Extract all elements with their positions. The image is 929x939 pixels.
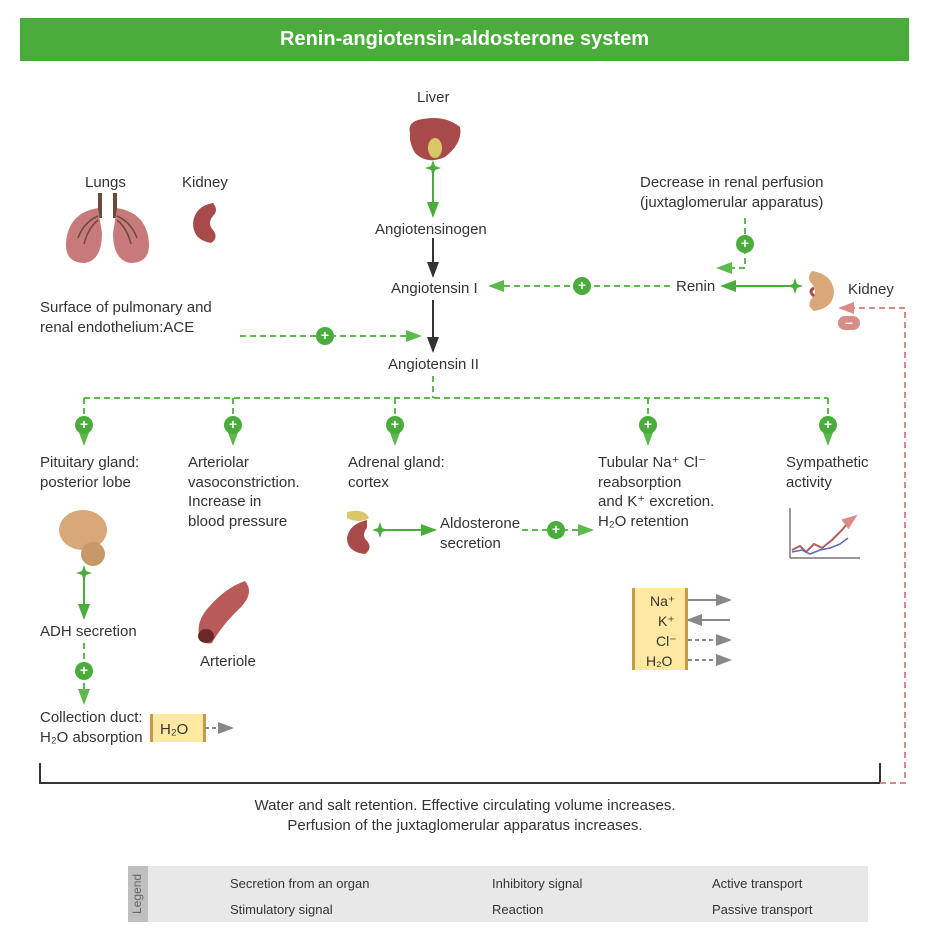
label-h2o2: H₂O	[646, 652, 672, 670]
legend-passive: Passive transport	[712, 902, 812, 919]
label-angiotensin2: Angiotensin II	[388, 355, 479, 375]
label-cl: Cl⁻	[656, 632, 677, 650]
kidney-right-icon	[798, 266, 842, 321]
label-pituitary: Pituitary gland: posterior lobe	[40, 453, 139, 492]
label-adh: ADH secretion	[40, 622, 137, 642]
label-outcome: Water and salt retention. Effective circ…	[200, 796, 730, 835]
plus-icon: +	[819, 416, 837, 434]
label-adrenal: Adrenal gland: cortex	[348, 453, 445, 492]
plus-icon: +	[316, 327, 334, 345]
label-ace: Surface of pulmonary and renal endotheli…	[40, 298, 212, 337]
label-lungs: Lungs	[85, 173, 126, 193]
plus-icon: +	[573, 277, 591, 295]
liver-icon	[405, 113, 465, 173]
plus-icon: +	[75, 662, 93, 680]
label-collection: Collection duct: H₂O absorption	[40, 708, 143, 747]
label-h2o: H₂O	[160, 720, 188, 740]
label-tubular: Tubular Na⁺ Cl⁻ reabsorption and K⁺ excr…	[598, 453, 714, 531]
label-kidney-r: Kidney	[848, 280, 894, 300]
plus-icon: +	[75, 416, 93, 434]
legend-tab: Legend	[128, 866, 148, 922]
arteriole-icon	[190, 573, 260, 658]
legend-inhibitory: Inhibitory signal	[492, 876, 582, 893]
plus-icon: +	[224, 416, 242, 434]
legend-secretion: Secretion from an organ	[230, 876, 369, 893]
label-arteriole: Arteriole	[200, 652, 256, 672]
label-angiotensinogen: Angiotensinogen	[375, 220, 487, 240]
plus-icon: +	[639, 416, 657, 434]
adrenal-kidney-icon	[335, 508, 383, 563]
legend-active: Active transport	[712, 876, 802, 893]
label-decrease: Decrease in renal perfusion (juxtaglomer…	[640, 173, 823, 212]
legend-reaction: Reaction	[492, 902, 543, 919]
label-liver: Liver	[417, 88, 450, 108]
label-renin: Renin	[676, 277, 715, 297]
label-angiotensin1: Angiotensin I	[391, 279, 478, 299]
pituitary-icon	[55, 508, 115, 578]
minus-icon: –	[838, 316, 860, 330]
plus-icon: +	[386, 416, 404, 434]
kidney-topleft-icon	[185, 198, 225, 253]
legend-stimulatory: Stimulatory signal	[230, 902, 333, 919]
plus-icon: +	[736, 235, 754, 253]
label-k: K⁺	[658, 612, 675, 630]
lungs-icon	[60, 188, 155, 273]
label-na: Na⁺	[650, 592, 675, 610]
label-sympathetic: Sympathetic activity	[786, 453, 869, 492]
label-arteriolar: Arteriolar vasoconstriction. Increase in…	[188, 453, 300, 531]
label-kidney-tl: Kidney	[182, 173, 228, 193]
plus-icon: +	[547, 521, 565, 539]
label-aldosterone: Aldosterone secretion	[440, 514, 520, 553]
